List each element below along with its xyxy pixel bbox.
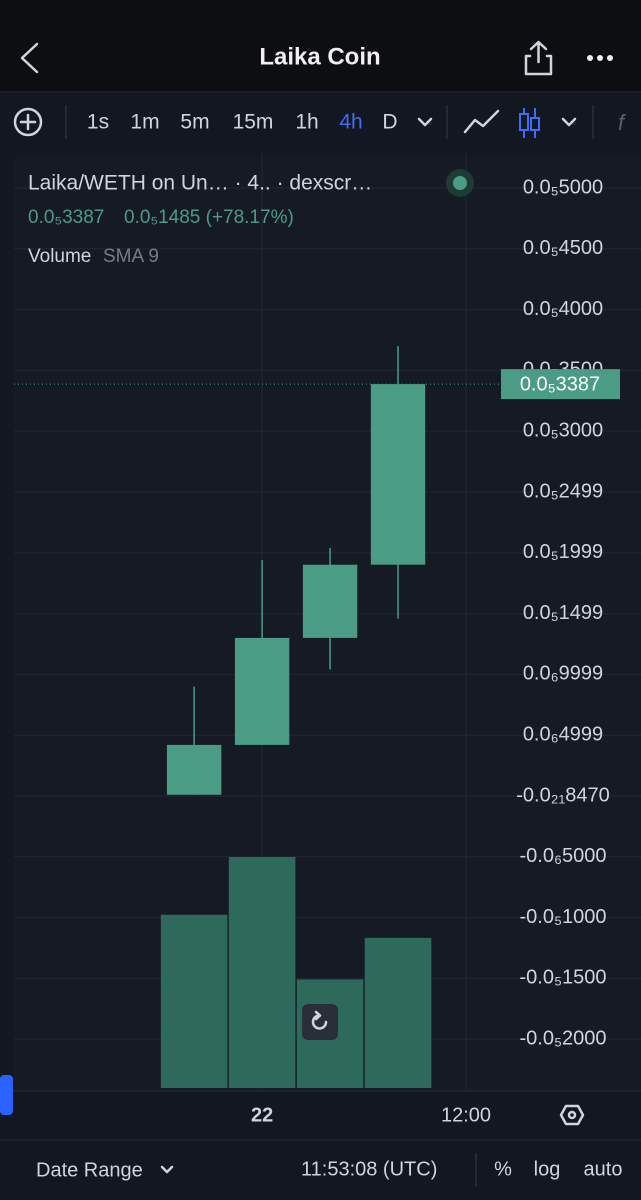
y-tick-label: 0.0₅3000 (523, 419, 603, 441)
interval-button[interactable]: 1m (130, 111, 159, 134)
marks (14, 346, 500, 1088)
price-change: 0.0₅1485 (+78.17%) (124, 207, 294, 228)
y-tick-label: 0.0₆9999 (523, 663, 603, 685)
y-tick-label: 0.0₅1999 (523, 541, 603, 563)
interval-button[interactable]: 1h (295, 111, 318, 134)
interval-button[interactable]: 15m (233, 111, 274, 134)
y-tick-label: 0.0₆4999 (523, 723, 603, 745)
y-tick-label: 0.0₅1499 (523, 602, 603, 624)
y-tick-label: 0.0₅5000 (523, 176, 603, 198)
date-range-button[interactable]: Date Range (36, 1159, 143, 1181)
symbol-legend: Laika/WETH on Un… · 4.. · dexscr… (28, 172, 372, 195)
date-range-chevron[interactable] (160, 1165, 174, 1174)
last-price-label: 0.0₅3387 (520, 373, 600, 395)
x-tick-label: 22 (251, 1104, 273, 1126)
settings-button[interactable] (559, 1104, 585, 1126)
volume-bar (228, 857, 296, 1088)
indicator-name: Volume (28, 246, 91, 267)
auto-toggle[interactable]: auto (584, 1158, 623, 1180)
y-tick-label: 0.0₅4500 (523, 237, 603, 259)
last-price-tag (501, 369, 620, 400)
candle-style-button[interactable] (519, 108, 540, 138)
y-tick-label: 0.0₅4000 (523, 298, 603, 320)
side-tab[interactable] (0, 1075, 13, 1115)
x-tick-label: 12:00 (441, 1104, 491, 1126)
share-button[interactable] (524, 40, 553, 76)
indicator-param: SMA 9 (103, 246, 159, 267)
status-dot (453, 176, 467, 190)
more-button[interactable] (587, 55, 613, 61)
percent-toggle[interactable]: % (494, 1158, 512, 1180)
interval-button[interactable]: 1s (87, 111, 109, 134)
last-price: 0.0₅3387 (28, 207, 104, 228)
line-style-button[interactable] (463, 109, 500, 134)
y-tick-label: -0.0₆5000 (519, 845, 606, 867)
screen-title: Laika Coin (259, 43, 380, 70)
chart-style-menu[interactable] (561, 117, 577, 127)
y-tick-label: -0.0₂₁8470 (516, 784, 609, 806)
interval-button[interactable]: 5m (180, 111, 209, 134)
log-toggle[interactable]: log (534, 1158, 561, 1180)
volume-bar (160, 914, 228, 1088)
labels: 0.0₅50000.0₅45000.0₅40000.0₅35000.0₅3000… (251, 176, 620, 1126)
volume-bar (364, 937, 432, 1088)
clock: 11:53:08 (UTC) (301, 1158, 437, 1180)
indicators-button[interactable]: f (618, 110, 627, 135)
y-tick-label: 0.0₅2499 (523, 480, 603, 502)
add-button[interactable] (13, 107, 43, 137)
back-button[interactable] (20, 42, 39, 74)
y-tick-label: -0.0₅2000 (519, 1027, 606, 1049)
candle-body (370, 384, 426, 565)
footer (0, 1141, 641, 1200)
interval-button[interactable]: 4h (339, 111, 362, 134)
interval-group: 1s 1m 5m 15m 1h 4h D (87, 111, 398, 134)
y-tick-label: -0.0₅1500 (519, 967, 606, 989)
y-tick-label: -0.0₅1000 (519, 906, 606, 928)
candle-body (234, 637, 290, 745)
interval-menu[interactable] (417, 117, 433, 127)
interval-button[interactable]: D (382, 111, 397, 134)
reset-button[interactable] (302, 1004, 338, 1040)
candle-body (302, 564, 358, 638)
candle-body (166, 744, 222, 795)
